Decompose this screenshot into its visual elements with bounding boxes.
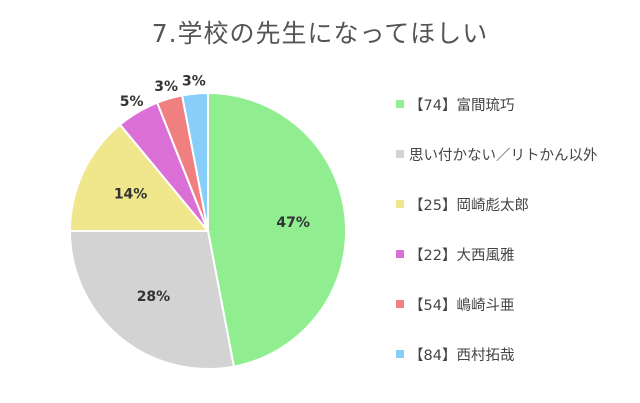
legend-item: 【25】岡崎彪太郎 xyxy=(396,192,529,216)
legend-swatch xyxy=(396,300,404,308)
legend-swatch xyxy=(396,200,404,208)
slice-label: 5% xyxy=(120,94,144,110)
pie-slice xyxy=(207,91,347,368)
legend-swatch xyxy=(396,250,404,258)
legend-label: 【54】嶋崎斗亜 xyxy=(409,297,515,314)
legend-label: 思い付かない／リトかん以外 xyxy=(409,147,598,164)
slice-label: 3% xyxy=(182,74,206,90)
legend-swatch xyxy=(396,100,404,108)
legend-item: 思い付かない／リトかん以外 xyxy=(396,142,598,166)
chart-title: 7.学校の先生になってほしい xyxy=(151,19,489,48)
legend-label: 【22】大西風雅 xyxy=(409,247,515,264)
slice-label: 28% xyxy=(137,289,171,305)
legend-item: 【22】大西風雅 xyxy=(396,242,514,266)
slice-label: 14% xyxy=(114,187,148,203)
legend-item: 【74】富間琉巧 xyxy=(396,92,514,116)
legend-label: 【84】西村拓哉 xyxy=(409,347,515,364)
legend-label: 【74】富間琉巧 xyxy=(409,97,515,114)
legend-item: 【84】西村拓哉 xyxy=(396,342,514,366)
legend-swatch xyxy=(396,350,404,358)
pie-slice xyxy=(68,230,236,370)
legend-swatch xyxy=(396,150,404,158)
slice-label: 3% xyxy=(154,79,178,95)
legend-item: 【54】嶋崎斗亜 xyxy=(396,292,514,316)
pie-slice xyxy=(68,123,211,232)
pie-slice xyxy=(180,91,209,232)
legend-label: 【25】岡崎彪太郎 xyxy=(409,197,529,214)
slice-label: 47% xyxy=(276,215,310,231)
